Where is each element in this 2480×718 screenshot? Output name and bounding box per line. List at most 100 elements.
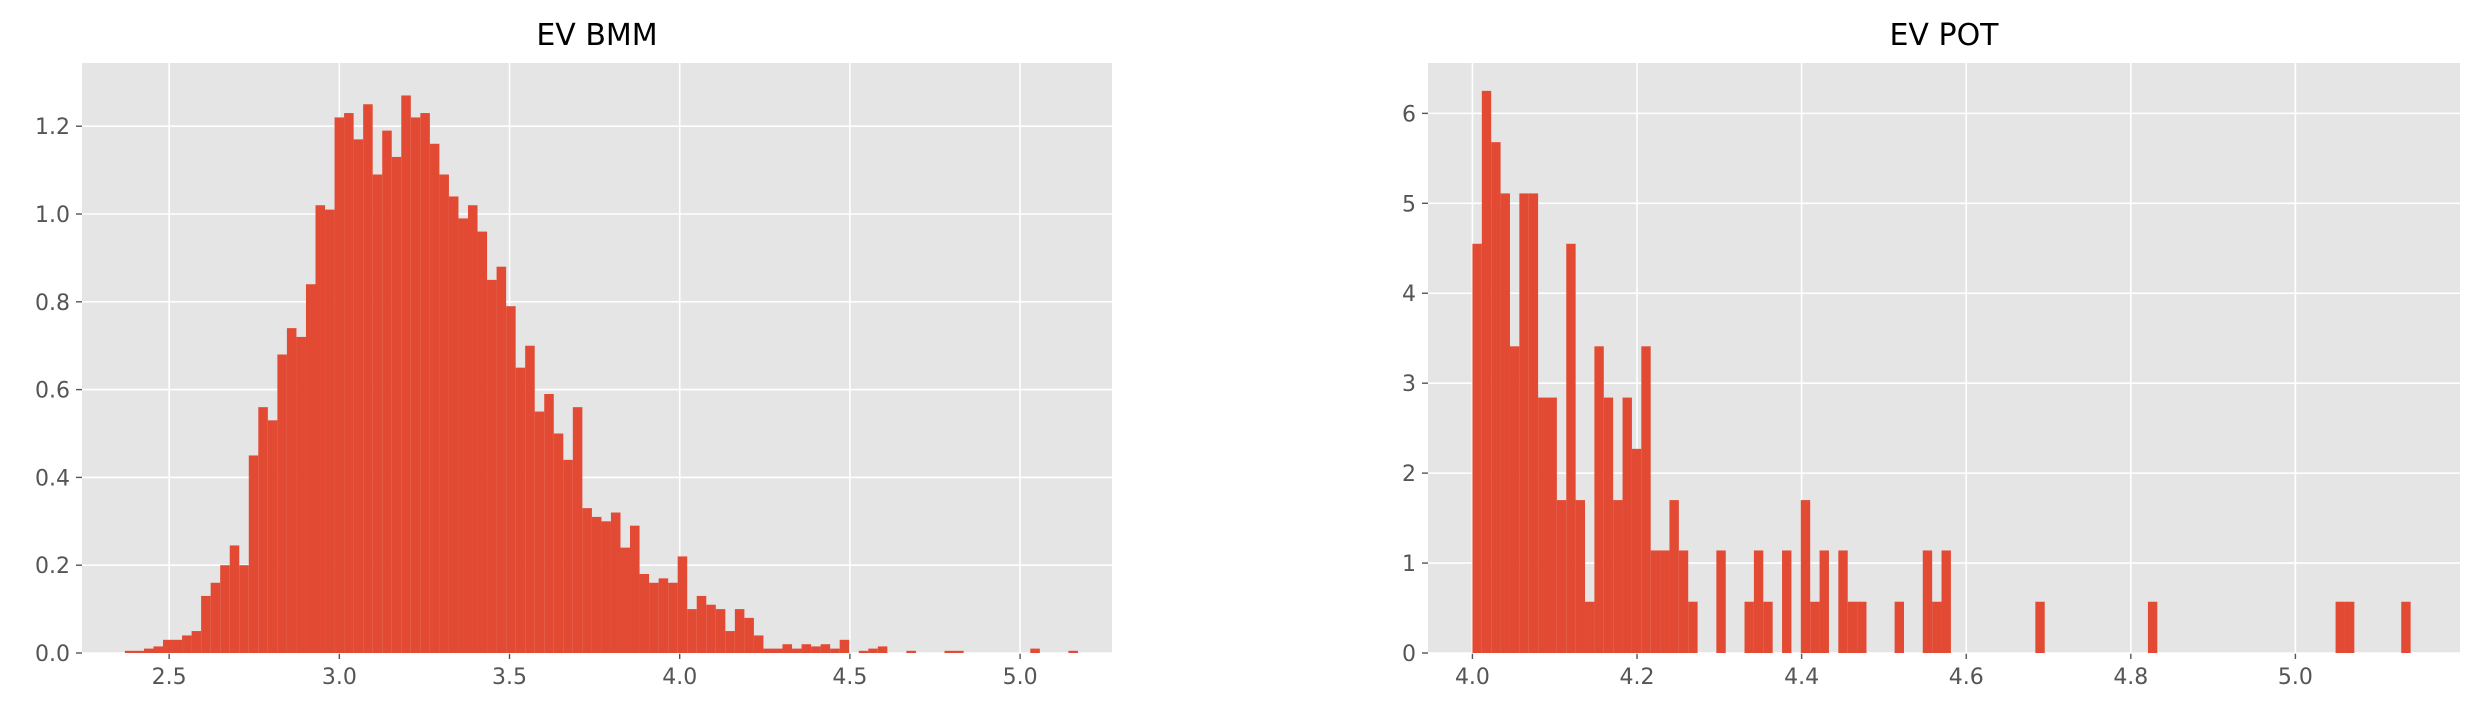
histogram-bar — [877, 646, 888, 653]
histogram-bar — [553, 433, 564, 653]
histogram-bar — [563, 459, 573, 653]
histogram-bar — [448, 196, 459, 653]
histogram-bar — [544, 393, 554, 653]
chart-title: EV BMM — [536, 18, 657, 53]
histogram-bar — [830, 648, 840, 653]
histogram-bar — [772, 648, 783, 653]
histogram-bar — [305, 284, 316, 653]
histogram-bar — [715, 609, 726, 653]
histogram-bar — [344, 113, 354, 654]
histogram-bar — [725, 631, 735, 653]
histogram-bar — [1857, 601, 1867, 653]
histogram-bar — [1585, 601, 1595, 653]
histogram-bar — [334, 117, 345, 654]
x-tick-label: 4.0 — [662, 665, 697, 690]
histogram-bar — [1528, 193, 1539, 653]
x-tick-label: 4.8 — [2113, 665, 2148, 690]
histogram-bar — [258, 407, 268, 653]
histogram-bar — [1678, 550, 1689, 653]
histogram-bar — [658, 578, 669, 653]
histogram-bar — [439, 174, 449, 653]
y-tick-label: 4 — [1402, 282, 1416, 307]
histogram-bar — [2335, 601, 2345, 653]
chart-title: EV POT — [1889, 18, 1999, 53]
x-tick-label: 5.0 — [1003, 665, 1038, 690]
histogram-bar — [191, 631, 202, 653]
histogram-bar — [868, 648, 878, 653]
histogram-bar — [1556, 500, 1567, 653]
histogram-bar — [153, 646, 164, 653]
histogram-bar — [782, 644, 793, 653]
histogram-bar — [1847, 601, 1858, 653]
histogram-bar — [1810, 601, 1820, 653]
histogram-bar — [620, 547, 631, 653]
histogram-bar — [839, 639, 850, 653]
x-tick-label: 5.0 — [2278, 665, 2313, 690]
histogram-bar — [591, 516, 602, 653]
histogram-bar — [172, 639, 183, 653]
histogram-bar — [353, 139, 364, 654]
histogram-bar — [1500, 193, 1510, 653]
histogram-bar — [792, 648, 802, 653]
histogram-bar — [496, 266, 507, 653]
histogram-bar — [630, 525, 640, 653]
histogram-bar — [1753, 550, 1764, 653]
histogram-bar — [734, 609, 745, 653]
histogram-bar — [363, 104, 373, 653]
y-tick-label: 6 — [1402, 102, 1416, 127]
histogram-bar — [1669, 500, 1679, 653]
y-tick-label: 5 — [1402, 192, 1416, 217]
histogram-bar — [515, 367, 526, 653]
histogram-bar — [1622, 397, 1632, 653]
histogram-bar — [1660, 550, 1670, 653]
histogram-bar — [182, 635, 192, 653]
histogram-bar — [1491, 142, 1501, 653]
x-tick-label: 2.5 — [152, 665, 187, 690]
y-tick-label: 1.0 — [35, 203, 70, 228]
histogram-bar — [1538, 397, 1548, 653]
histogram-bar — [572, 407, 583, 653]
histogram-bar — [1594, 346, 1604, 653]
histogram-bar — [1782, 550, 1792, 653]
histogram-bar — [410, 117, 421, 654]
histogram-bar — [954, 650, 964, 653]
y-tick-label: 0.8 — [35, 291, 70, 316]
histogram-bar — [229, 545, 240, 653]
histogram-bar — [487, 279, 497, 653]
histogram-bar — [2344, 601, 2355, 653]
y-tick-label: 1.2 — [35, 115, 70, 140]
histogram-bar — [2401, 601, 2411, 653]
histogram-bar — [744, 617, 754, 653]
y-tick-label: 3 — [1402, 372, 1416, 397]
histogram-bar — [143, 648, 154, 653]
histogram-bar — [801, 644, 812, 653]
histogram-bar — [820, 644, 831, 653]
histogram-bar — [1472, 243, 1482, 653]
histogram-bar — [391, 156, 402, 653]
histogram-bar — [906, 650, 916, 653]
histogram-bar — [706, 604, 716, 653]
histogram-bar — [1941, 550, 1951, 653]
y-tick-label: 0.2 — [35, 554, 70, 579]
histogram-bar — [649, 582, 659, 653]
histogram-bar — [372, 174, 383, 653]
histogram-bar — [429, 143, 440, 653]
histogram-bar — [1763, 601, 1773, 653]
histogram-bar — [1030, 648, 1040, 653]
histogram-bar — [286, 328, 297, 653]
histogram-bar — [296, 336, 306, 653]
histogram-bar — [1566, 243, 1576, 653]
histogram-bar — [534, 411, 545, 653]
histogram-bar — [1716, 550, 1726, 653]
histogram-bar — [239, 565, 249, 653]
histogram-bar — [811, 646, 821, 653]
histogram-bar — [639, 573, 650, 653]
x-tick-label: 3.5 — [492, 665, 527, 690]
histogram-bar — [1800, 500, 1811, 653]
y-tick-label: 0.4 — [35, 466, 70, 491]
x-tick-label: 4.6 — [1949, 665, 1984, 690]
histogram-bar — [2035, 601, 2045, 653]
histogram-bar — [1603, 397, 1614, 653]
histogram-bar — [2147, 601, 2158, 653]
histogram-bar — [1744, 601, 1754, 653]
